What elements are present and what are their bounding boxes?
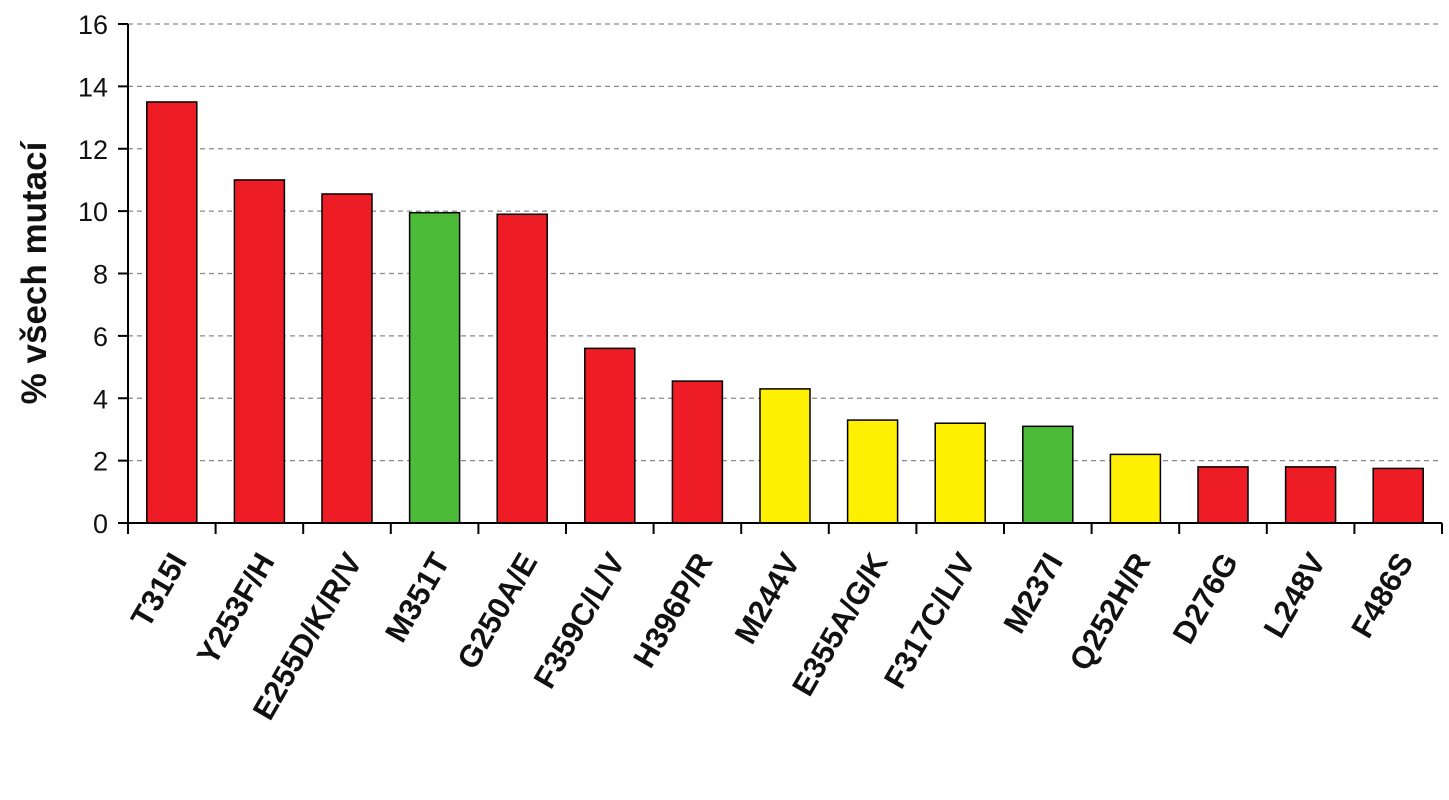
bar	[584, 347, 636, 524]
bar	[1197, 466, 1249, 524]
bar	[1109, 453, 1162, 524]
y-tick-label: 2	[93, 447, 108, 477]
x-tick-label: H396P/R	[626, 547, 719, 673]
y-tick-label: 10	[78, 197, 108, 227]
bar	[496, 213, 548, 524]
y-tick-label: 12	[78, 135, 108, 165]
y-axis-title: % všech mutací	[15, 140, 54, 404]
bar	[934, 422, 986, 524]
x-tick-label: G250A/E	[450, 547, 544, 675]
x-tick-label: L248V	[1257, 547, 1333, 644]
x-tick-label: D276G	[1166, 547, 1245, 650]
bar	[846, 419, 899, 524]
x-tick-label: M237I	[996, 547, 1069, 639]
y-tick-label: 16	[78, 10, 108, 40]
y-tick-label: 14	[78, 72, 108, 102]
y-tick-label: 4	[93, 384, 108, 414]
x-tick-label: M351T	[378, 547, 457, 648]
x-tick-label: T315I	[124, 547, 194, 633]
bar	[759, 388, 811, 524]
y-tick-labels: 0 2 4 6 8 10 12 14 16	[78, 10, 108, 539]
x-tick-label: Q252H/R	[1063, 547, 1158, 676]
bar	[1372, 467, 1424, 524]
bar	[671, 380, 724, 524]
y-tick-label: 6	[93, 322, 108, 352]
x-tick-label: Y253F/H	[190, 547, 281, 670]
x-tick-label: F317C/L/V	[877, 547, 982, 695]
bar	[146, 101, 198, 524]
bar	[1284, 466, 1337, 524]
bar	[233, 179, 286, 524]
bar	[1022, 425, 1074, 524]
y-tick-label: 0	[93, 509, 108, 539]
bars	[146, 101, 1424, 524]
y-tick-label: 8	[93, 260, 108, 290]
x-tick-label: M244V	[728, 547, 808, 650]
x-tick-label: F486S	[1344, 547, 1420, 644]
bar	[321, 193, 373, 524]
bar	[408, 211, 461, 524]
x-tick-label: F359C/L/V	[527, 547, 632, 695]
axes	[118, 23, 1443, 534]
